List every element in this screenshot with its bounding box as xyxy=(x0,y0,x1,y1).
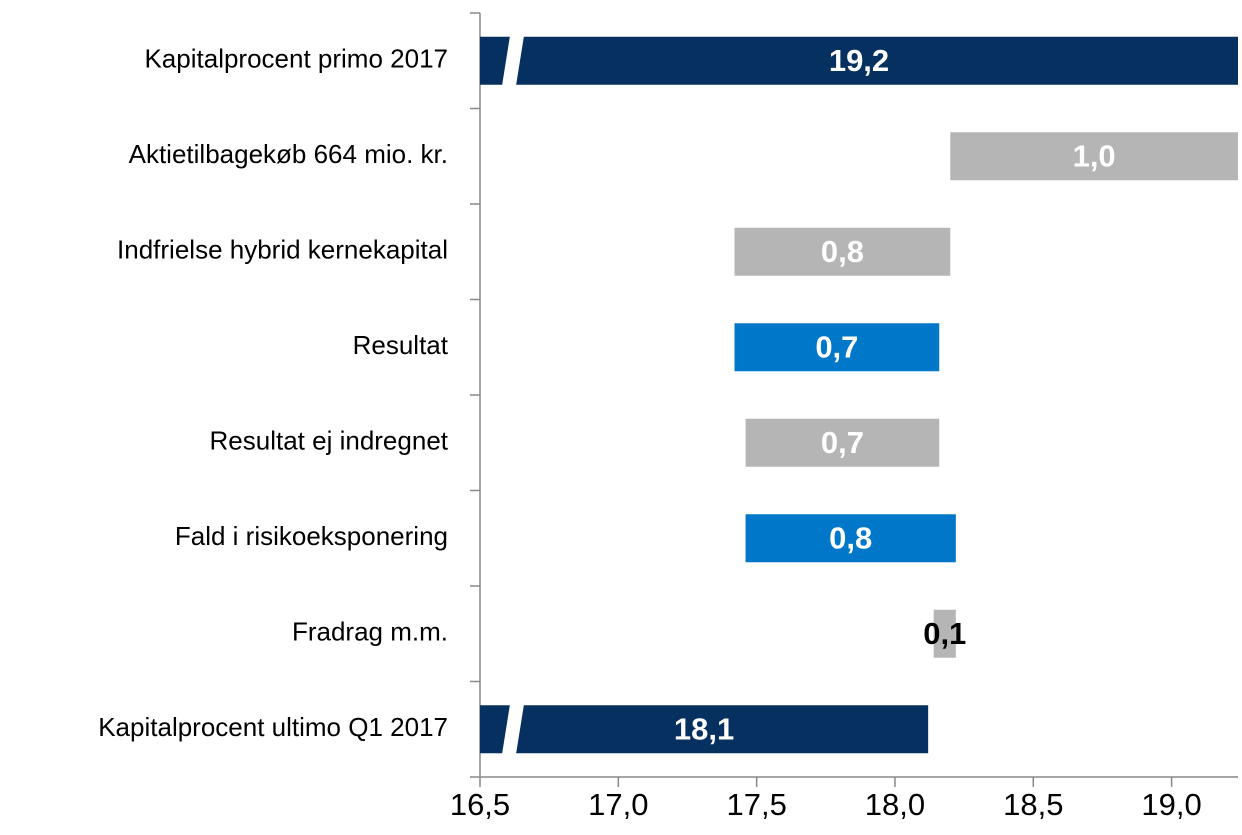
bar xyxy=(480,36,1238,85)
value-label: 0,8 xyxy=(821,234,864,269)
axis-break xyxy=(502,704,524,755)
category-label: Resultat ej indregnet xyxy=(210,426,449,456)
category-label: Indfrielse hybrid kernekapital xyxy=(117,235,448,265)
value-label: 0,8 xyxy=(829,520,872,555)
x-tick-label: 16,5 xyxy=(450,787,510,822)
value-label: 18,1 xyxy=(674,711,734,746)
bar xyxy=(745,418,940,467)
x-tick-label: 18,5 xyxy=(1003,787,1063,822)
category-label: Aktietilbagekøb 664 mio. kr. xyxy=(129,139,448,169)
bar xyxy=(933,609,956,658)
value-label: 1,0 xyxy=(1073,138,1116,173)
x-tick-label: 18,0 xyxy=(865,787,925,822)
value-label: 0,7 xyxy=(821,425,864,460)
bar xyxy=(480,705,929,754)
axis-break xyxy=(502,35,524,86)
category-label: Fradrag m.m. xyxy=(292,617,448,647)
bar xyxy=(950,132,1238,181)
value-label: 0,7 xyxy=(815,329,858,364)
bar xyxy=(745,514,956,563)
x-tick-label: 17,0 xyxy=(588,787,648,822)
bar xyxy=(734,227,951,276)
category-label: Resultat xyxy=(353,330,449,360)
bar xyxy=(734,323,940,372)
category-label: Fald i risikoeksponering xyxy=(175,521,448,551)
x-tick-label: 17,5 xyxy=(726,787,786,822)
value-label: 0,1 xyxy=(923,616,966,651)
category-label: Kapitalprocent ultimo Q1 2017 xyxy=(98,712,448,742)
category-label: Kapitalprocent primo 2017 xyxy=(144,44,448,74)
x-tick-label: 19,0 xyxy=(1141,787,1201,822)
value-label: 19,2 xyxy=(829,43,889,78)
